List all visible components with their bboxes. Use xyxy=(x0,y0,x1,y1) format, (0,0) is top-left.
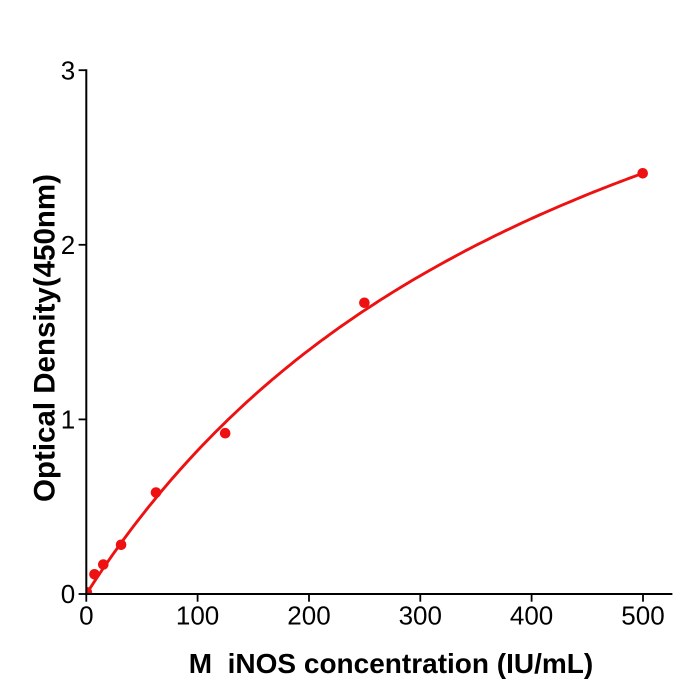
svg-text:0: 0 xyxy=(79,600,93,630)
svg-text:400: 400 xyxy=(510,600,553,630)
svg-text:1: 1 xyxy=(61,405,75,435)
svg-text:3: 3 xyxy=(61,55,75,85)
svg-text:500: 500 xyxy=(621,600,664,630)
svg-text:100: 100 xyxy=(176,600,219,630)
svg-text:200: 200 xyxy=(287,600,330,630)
svg-text:Optical Density(450nm): Optical Density(450nm) xyxy=(29,174,62,502)
svg-text:0: 0 xyxy=(61,579,75,609)
svg-text:M iNOS concentration (IU/mL): M iNOS concentration (IU/mL) xyxy=(189,648,593,679)
svg-text:2: 2 xyxy=(61,230,75,260)
svg-text:300: 300 xyxy=(399,600,442,630)
